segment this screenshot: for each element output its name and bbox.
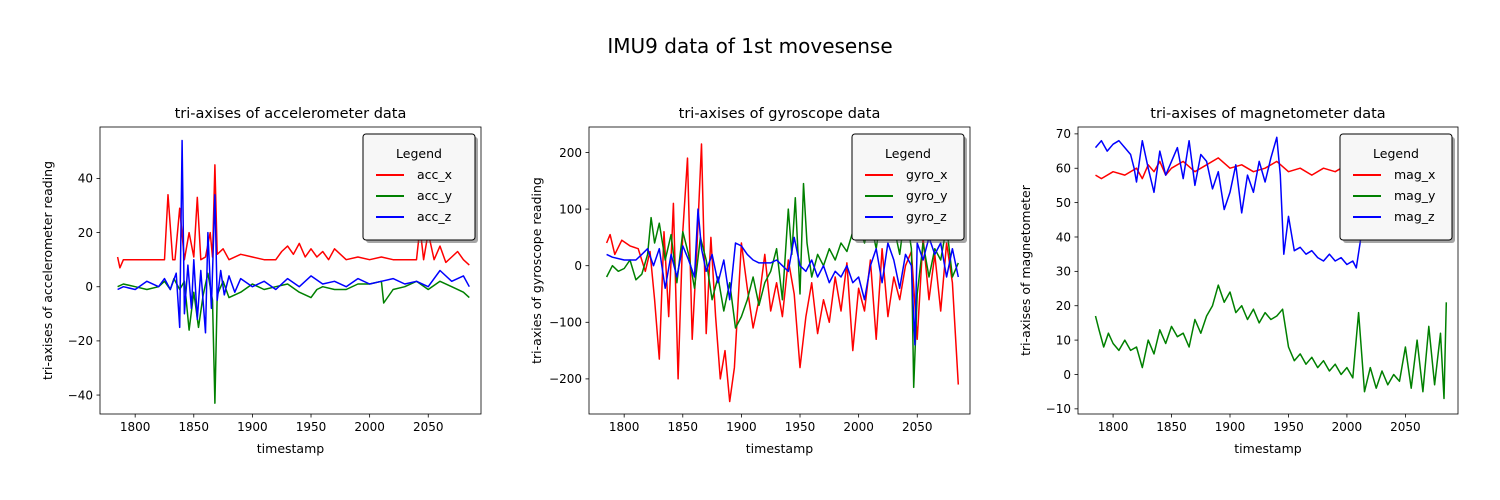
legend-label-mag_z: mag_z bbox=[1394, 209, 1435, 224]
series-line-acc_y bbox=[117, 272, 470, 404]
x-tick-label: 1900 bbox=[1215, 420, 1246, 434]
y-tick-label: −10 bbox=[1046, 402, 1071, 416]
x-tick-label: 2000 bbox=[843, 420, 874, 434]
gyroscope-chart: tri-axises of gyroscope data 1800 1850 1900… bbox=[529, 106, 971, 456]
x-tick-label: 2050 bbox=[413, 420, 444, 434]
legend-label-mag_x: mag_x bbox=[1394, 167, 1435, 182]
x-tick-label: 1800 bbox=[120, 420, 151, 434]
legend: Legend gyro_x gyro_y gyro_z bbox=[851, 133, 967, 243]
y-tick-label: 200 bbox=[559, 146, 582, 160]
legend-label-gyro_z: gyro_z bbox=[906, 209, 947, 224]
y-axis-label: tri-axies of gyroscope reading bbox=[529, 177, 544, 364]
y-tick-label: 30 bbox=[1056, 265, 1071, 279]
y-tick-label: 60 bbox=[1056, 162, 1071, 176]
plot-area-frame bbox=[99, 126, 482, 415]
x-tick-label: 1850 bbox=[668, 420, 699, 434]
legend-label-gyro_x: gyro_x bbox=[906, 167, 948, 182]
y-tick-label: 0 bbox=[85, 280, 93, 294]
y-axis-label: tri-axises of magnetometer bbox=[1018, 184, 1033, 356]
x-tick-label: 1900 bbox=[237, 420, 268, 434]
plot-area-frame bbox=[1077, 126, 1459, 415]
legend-label-gyro_y: gyro_y bbox=[906, 188, 948, 203]
series-line-gyro_z bbox=[606, 208, 960, 346]
x-axis-label: timestamp bbox=[257, 441, 324, 456]
y-axis-label: tri-axises of accelerometer reading bbox=[40, 161, 55, 380]
legend-title: Legend bbox=[885, 146, 931, 161]
y-tick-label: 20 bbox=[1056, 299, 1071, 313]
x-tick-label: 1950 bbox=[296, 420, 327, 434]
x-tick-label: 1800 bbox=[1098, 420, 1129, 434]
series-line-gyro_x bbox=[605, 143, 960, 403]
legend-label-acc_y: acc_y bbox=[417, 188, 453, 203]
legend-label-acc_x: acc_x bbox=[417, 167, 452, 182]
chart-title: tri-axises of accelerometer data bbox=[175, 106, 407, 122]
x-tick-label: 2050 bbox=[1390, 420, 1421, 434]
magnetometer-chart: tri-axises of magnetometer data 1800 1850 1… bbox=[1018, 106, 1459, 456]
x-tick-label: 1950 bbox=[1273, 420, 1304, 434]
legend: Legend mag_x mag_y mag_z bbox=[1339, 133, 1455, 243]
figure-suptitle: IMU9 data of 1st movesense bbox=[607, 34, 892, 58]
y-tick-label: 100 bbox=[559, 202, 582, 216]
y-tick-label: 0 bbox=[574, 259, 582, 273]
series-line-acc_z bbox=[117, 139, 470, 334]
x-tick-label: 2000 bbox=[1332, 420, 1363, 434]
y-tick-label: −100 bbox=[549, 316, 582, 330]
x-tick-label: 2050 bbox=[902, 420, 933, 434]
x-tick-label: 1950 bbox=[785, 420, 816, 434]
chart-title: tri-axises of gyroscope data bbox=[679, 106, 881, 122]
y-tick-label: −200 bbox=[549, 372, 582, 386]
y-tick-label: 70 bbox=[1056, 127, 1071, 141]
x-tick-label: 1850 bbox=[179, 420, 210, 434]
y-tick-label: −20 bbox=[68, 334, 93, 348]
legend-label-acc_z: acc_z bbox=[417, 209, 452, 224]
x-tick-label: 1800 bbox=[609, 420, 640, 434]
legend-title: Legend bbox=[396, 146, 442, 161]
y-tick-label: 40 bbox=[1056, 230, 1071, 244]
legend: Legend acc_x acc_y acc_z bbox=[362, 133, 478, 243]
plot-area-frame bbox=[588, 126, 971, 415]
legend-label-mag_y: mag_y bbox=[1394, 188, 1436, 203]
x-tick-label: 1850 bbox=[1156, 420, 1187, 434]
x-tick-label: 1900 bbox=[726, 420, 757, 434]
chart-title: tri-axises of magnetometer data bbox=[1150, 106, 1385, 122]
y-tick-label: 40 bbox=[78, 172, 93, 186]
x-tick-label: 2000 bbox=[354, 420, 385, 434]
y-tick-label: 10 bbox=[1056, 333, 1071, 347]
y-tick-label: 0 bbox=[1063, 368, 1071, 382]
accelerometer-chart: tri-axises of accelerometer data 1800 1850… bbox=[40, 106, 482, 456]
x-axis-label: timestamp bbox=[1234, 441, 1301, 456]
y-tick-label: 50 bbox=[1056, 196, 1071, 210]
series-line-mag_y bbox=[1094, 284, 1448, 400]
y-tick-label: 20 bbox=[78, 226, 93, 240]
legend-title: Legend bbox=[1373, 146, 1419, 161]
x-axis-label: timestamp bbox=[746, 441, 813, 456]
y-tick-label: −40 bbox=[68, 388, 93, 402]
